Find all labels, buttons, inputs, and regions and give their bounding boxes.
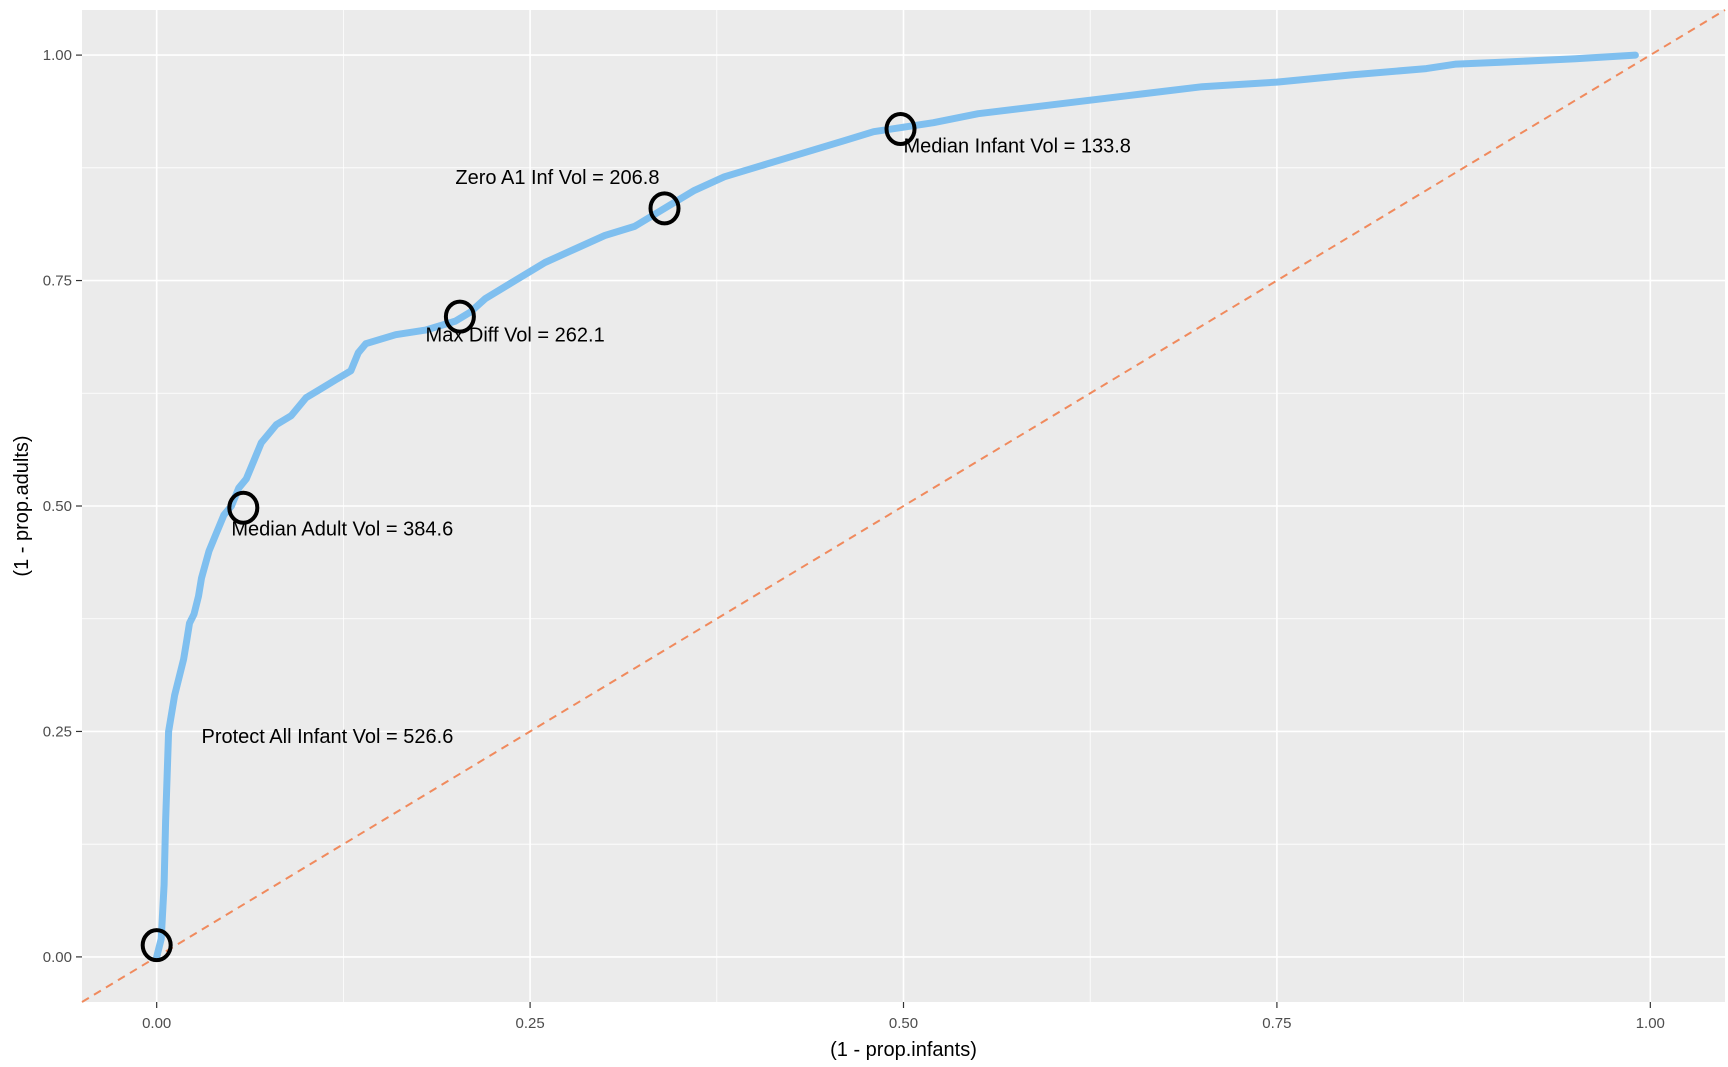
roc-curve-line <box>153 51 1639 961</box>
x-tick-label: 0.50 <box>889 1015 918 1032</box>
y-axis-title: (1 - prop.adults) <box>11 435 33 576</box>
x-axis: 0.00 0.25 0.50 0.75 1.00 <box>142 1002 1665 1032</box>
curve-layer <box>153 51 1639 961</box>
y-tick-label: 1.00 <box>43 47 72 64</box>
x-tick-label: 1.00 <box>1636 1015 1665 1032</box>
y-tick-label: 0.00 <box>43 949 72 966</box>
x-axis-title: (1 - prop.infants) <box>830 1039 977 1061</box>
threshold-marker <box>884 112 917 147</box>
annotation-label: Median Infant Vol = 133.8 <box>904 135 1131 157</box>
y-tick-label: 0.75 <box>43 273 72 290</box>
annotation-label: Protect All Infant Vol = 526.6 <box>201 726 453 748</box>
reference-line-layer <box>81 9 1726 1003</box>
y-tick-label: 0.50 <box>43 498 72 515</box>
x-tick-label: 0.75 <box>1262 1015 1291 1032</box>
threshold-marker <box>227 490 260 525</box>
threshold-marker <box>140 928 173 963</box>
annotation-label: Zero A1 Inf Vol = 206.8 <box>455 167 659 189</box>
x-tick-label: 0.00 <box>142 1015 171 1032</box>
annotation-label: Max Diff Vol = 262.1 <box>426 325 605 347</box>
y-tick-label: 0.25 <box>43 723 72 740</box>
marker-layer <box>140 112 917 963</box>
annotation-layer: Median Infant Vol = 133.8 Zero A1 Inf Vol… <box>201 135 1130 748</box>
threshold-marker <box>648 191 681 226</box>
y-axis: 0.00 0.25 0.50 0.75 1.00 <box>43 47 82 966</box>
reference-diagonal-line <box>81 9 1726 1003</box>
threshold-marker <box>443 299 476 334</box>
annotation-label: Median Adult Vol = 384.6 <box>231 519 453 541</box>
x-tick-label: 0.25 <box>515 1015 544 1032</box>
